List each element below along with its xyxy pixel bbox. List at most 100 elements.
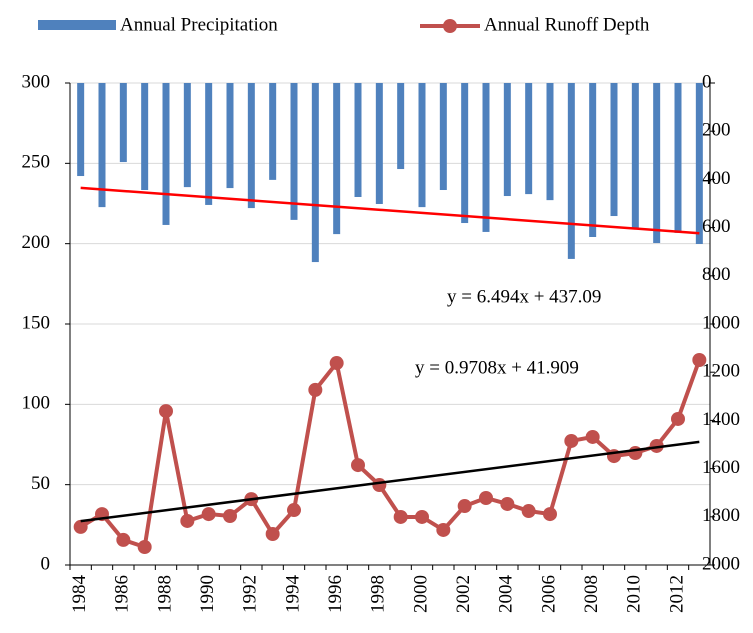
x-tick-label: 2012 <box>666 575 687 613</box>
bar <box>226 83 234 189</box>
legend-swatch <box>38 20 116 30</box>
runoff-point <box>351 458 365 473</box>
bar <box>119 83 127 163</box>
runoff-point <box>521 504 536 519</box>
bar <box>525 83 533 195</box>
runoff-point <box>649 438 664 453</box>
bar <box>397 83 405 170</box>
x-tick-label: 1992 <box>240 575 261 613</box>
bar <box>674 83 682 233</box>
y-tick-label: 100 <box>22 393 51 414</box>
runoff-point <box>479 491 493 506</box>
bar <box>333 83 341 235</box>
bar <box>567 83 575 259</box>
runoff-point <box>159 404 173 419</box>
runoff-point <box>287 503 301 518</box>
bar <box>653 83 661 244</box>
bar <box>290 83 298 220</box>
runoff-point <box>308 382 323 397</box>
bar <box>311 83 319 263</box>
trendline <box>80 440 700 523</box>
runoff-point <box>223 508 237 523</box>
y-tick-label: 50 <box>31 473 50 494</box>
x-tick-label: 1998 <box>368 575 389 613</box>
runoff-point <box>180 513 195 528</box>
y-tick-label: 300 <box>22 71 51 92</box>
trendline <box>80 186 700 235</box>
x-tick-label: 1986 <box>112 575 133 613</box>
bar <box>482 83 490 232</box>
bar <box>589 83 597 237</box>
bar <box>631 83 639 229</box>
y2-tick-label: 1800 <box>702 505 740 526</box>
bar <box>461 83 469 224</box>
runoff-point <box>628 446 643 461</box>
runoff-point <box>265 526 280 541</box>
bar <box>418 83 426 208</box>
y2-tick-label: 600 <box>702 216 731 237</box>
bar <box>205 83 213 205</box>
y2-tick-label: 200 <box>702 120 731 141</box>
runoff-point <box>692 352 707 367</box>
runoff-point <box>500 496 515 511</box>
bar <box>610 83 618 217</box>
bar <box>439 83 447 191</box>
runoff-point <box>116 532 131 547</box>
runoff-point <box>393 509 408 524</box>
x-tick-label: 1994 <box>282 575 303 614</box>
runoff-point <box>543 507 557 522</box>
runoff-point <box>564 433 579 448</box>
runoff-point <box>201 507 216 522</box>
trend-equation: y = 0.9708x + 41.909 <box>415 357 579 378</box>
runoff-point <box>137 540 152 555</box>
runoff-point <box>73 519 88 534</box>
bar <box>546 83 554 201</box>
y2-tick-label: 1400 <box>702 409 740 430</box>
bar <box>98 83 106 208</box>
y2-tick-label: 2000 <box>702 553 740 574</box>
x-tick-label: 1996 <box>325 575 346 613</box>
bar <box>269 83 277 180</box>
y2-tick-label: 1200 <box>702 361 740 382</box>
runoff-point <box>671 411 685 426</box>
legend-swatch <box>443 19 457 33</box>
bar <box>247 83 255 209</box>
y-tick-label: 0 <box>41 553 51 574</box>
y-tick-label: 250 <box>22 152 51 173</box>
x-tick-label: 2000 <box>410 575 431 613</box>
x-tick-label: 1990 <box>197 575 218 613</box>
y2-tick-label: 1000 <box>702 312 740 333</box>
runoff-point <box>457 499 472 514</box>
bar <box>503 83 511 197</box>
x-tick-label: 2006 <box>538 575 559 613</box>
bar <box>162 83 170 225</box>
y2-tick-label: 0 <box>702 71 712 92</box>
x-tick-label: 2010 <box>624 575 645 613</box>
bar <box>375 83 383 204</box>
runoff-point <box>415 509 429 524</box>
trend-equation: y = 6.494x + 437.09 <box>447 286 601 307</box>
x-tick-label: 1988 <box>154 575 175 613</box>
runoff-point <box>585 429 600 444</box>
x-tick-label: 2008 <box>581 575 602 613</box>
x-tick-label: 1984 <box>69 575 90 614</box>
x-tick-label: 2002 <box>453 575 474 613</box>
y2-tick-label: 800 <box>702 264 731 285</box>
y-tick-label: 200 <box>22 232 51 253</box>
bar <box>141 83 149 191</box>
runoff-point <box>436 522 451 537</box>
bar <box>183 83 191 188</box>
x-tick-label: 2004 <box>496 575 517 614</box>
y2-tick-label: 1600 <box>702 457 740 478</box>
y-tick-label: 150 <box>22 312 51 333</box>
bar <box>77 83 85 177</box>
y2-tick-label: 400 <box>702 168 731 189</box>
bar <box>695 83 703 244</box>
runoff-point <box>329 356 344 371</box>
bar <box>354 83 362 197</box>
legend-label: Annual Precipitation <box>120 14 278 35</box>
runoff-point <box>372 477 387 492</box>
legend-label: Annual Runoff Depth <box>484 14 650 35</box>
